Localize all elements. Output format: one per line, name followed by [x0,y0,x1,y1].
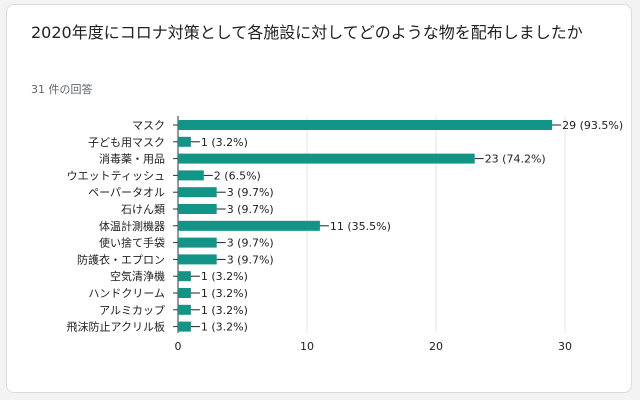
bar [178,187,217,198]
bar [178,254,217,265]
category-label: 使い捨て手袋 [99,236,165,250]
category-label: 飛沫防止アクリル板 [67,320,165,334]
value-label: 3 (9.7%) [227,253,274,266]
category-label: マスク [132,119,165,132]
bar [178,170,204,181]
value-label: 1 (3.2%) [201,304,248,317]
value-label: 3 (9.7%) [227,186,274,199]
category-label: ペーパータオル [88,186,165,199]
bar [178,321,191,332]
x-tick-label: 30 [558,340,572,353]
value-label: 29 (93.5%) [562,119,623,132]
category-label: 子ども用マスク [88,136,165,149]
bar [178,304,191,315]
value-label: 1 (3.2%) [201,287,248,300]
x-tick-label: 0 [175,340,182,353]
bars: 29 (93.5%) 1 (3.2%) 23 (74.2%) 2 (6.5%) 3 (9… [178,119,623,334]
bar [178,237,217,248]
x-tick-label: 10 [300,340,314,353]
bar [178,153,475,164]
category-label: ハンドクリーム [88,287,165,300]
category-label: 体温計測機器 [99,219,165,233]
category-labels: マスク子ども用マスク消毒薬・用品ウエットティッシュペーパータオル石けん類体温計測… [67,119,165,334]
value-label: 3 (9.7%) [227,237,274,250]
bar [178,288,191,298]
bar [178,136,191,147]
category-label: 消毒薬・用品 [99,152,165,166]
bar [178,204,217,214]
value-label: 1 (3.2%) [201,270,248,283]
category-label: 防護衣・エプロン [77,252,165,266]
x-axis-ticks: 0 10 20 30 [175,340,573,353]
chart-title: 2020年度にコロナ対策として各施設に対してどのような物を配布しましたか [31,23,583,42]
value-label: 3 (9.7%) [227,203,274,216]
value-label: 1 (3.2%) [201,321,248,334]
chart-card: 2020年度にコロナ対策として各施設に対してどのような物を配布しましたか 31 … [6,4,632,393]
value-label: 11 (35.5%) [330,220,391,233]
category-label: ウエットティッシュ [67,169,165,182]
bar [178,220,320,231]
bar [178,120,553,130]
value-label: 23 (74.2%) [485,153,546,166]
value-label: 2 (6.5%) [214,169,261,182]
response-count: 31 件の回答 [31,83,93,96]
bar [178,271,191,282]
category-label: アルミカップ [99,304,165,317]
category-label: 石けん類 [121,203,165,216]
category-label: 空気清浄機 [110,269,165,283]
x-tick-label: 20 [429,340,443,353]
value-label: 1 (3.2%) [201,136,248,149]
